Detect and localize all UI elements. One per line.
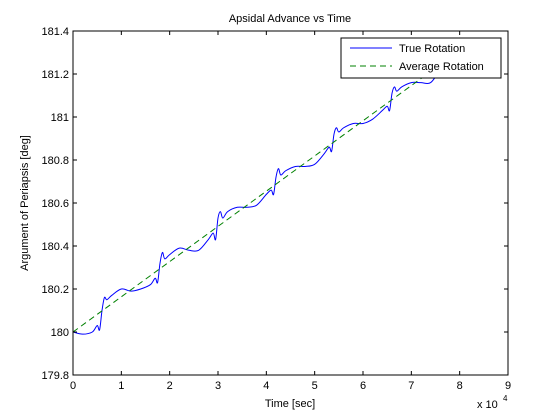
y-tick-label: 180.2 (41, 284, 69, 296)
y-axis-ticks: 179.8 180 180.2 180.4 180.6 180.8 181 181.2 181.… (41, 26, 508, 382)
x-tick-label: 6 (360, 380, 366, 392)
x-axis-label: Time [sec] (265, 398, 315, 410)
x-tick-label: 7 (408, 380, 414, 392)
y-tick-label: 180 (51, 327, 69, 339)
y-axis-label: Argument of Periapsis [deg] (19, 135, 31, 271)
plot-background (73, 31, 508, 375)
y-tick-label: 181.4 (41, 26, 69, 38)
x-tick-label: 3 (215, 380, 221, 392)
x-tick-label: 8 (457, 380, 463, 392)
plot-area (73, 31, 508, 375)
y-tick-label: 181 (51, 112, 69, 124)
series-true-rotation-line (73, 45, 460, 335)
legend-box (340, 37, 502, 79)
y-tick-label: 180.8 (41, 155, 69, 167)
x-tick-label: 0 (70, 380, 76, 392)
x-tick-label: 5 (312, 380, 318, 392)
x-axis-ticks: 0 1 2 3 4 5 6 7 8 9 (70, 31, 511, 392)
y-tick-label: 181.2 (41, 69, 69, 81)
legend-true-rotation-label: True Rotation (399, 43, 465, 55)
x-exponent-label: x 10 (477, 399, 498, 411)
legend: True Rotation Average Rotation (340, 37, 502, 79)
x-tick-label: 2 (167, 380, 173, 392)
series-layer (73, 45, 460, 335)
legend-average-rotation-label: Average Rotation (399, 61, 484, 73)
y-tick-label: 180.4 (41, 241, 69, 253)
x-exponent-power: 4 (503, 394, 508, 403)
x-tick-label: 9 (505, 380, 511, 392)
x-tick-label: 1 (118, 380, 124, 392)
x-tick-label: 4 (263, 380, 269, 392)
y-tick-label: 180.6 (41, 198, 69, 210)
chart-title: Apsidal Advance vs Time (229, 13, 351, 25)
y-tick-label: 179.8 (41, 370, 69, 382)
